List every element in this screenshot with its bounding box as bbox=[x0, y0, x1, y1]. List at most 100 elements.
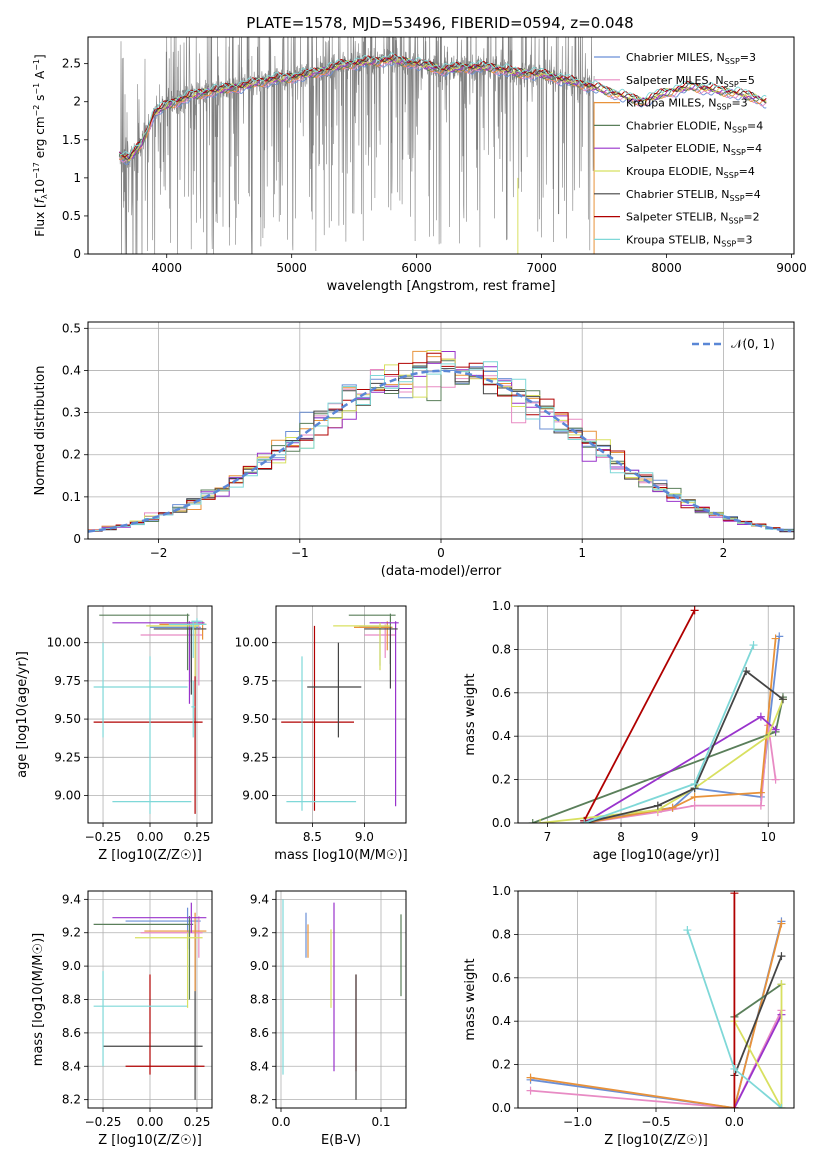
residual_histogram-y-axis-label: Normed distribution bbox=[33, 366, 48, 496]
mass_weight_vs_Z-y-tick-label: 0.6 bbox=[492, 971, 511, 985]
age_vs_mass-plot-area bbox=[281, 613, 399, 811]
model-spectrum-salpeter-stelib bbox=[118, 54, 767, 158]
spectrum-panel: 4000 5000 6000 7000 8000 9000 0 0.5 1 1.5 2 2.5 wave… bbox=[32, 36, 807, 294]
mass_vs_EBV-x-tick-label: 0.0 bbox=[271, 1115, 290, 1129]
chart-panels: 4000 5000 6000 7000 8000 9000 0 0.5 1 1.5 2 2.5 wave… bbox=[15, 36, 807, 1148]
residual_histogram-panel: −2 −1 0 1 2 0 0.1 0.2 0.3 0.4 0.5 (data-model)/erro… bbox=[33, 321, 795, 579]
residual_histogram-x-tick-label: −1 bbox=[291, 546, 309, 560]
weight-marker bbox=[764, 732, 773, 741]
weight-marker bbox=[749, 641, 758, 650]
age_vs_mass-y-tick-label: 9.75 bbox=[242, 674, 269, 688]
spectrum-x-axis-label: wavelength [Angstrom, rest frame] bbox=[327, 279, 556, 294]
weight-marker bbox=[526, 1086, 535, 1095]
spectrum-x-tick-label: 5000 bbox=[276, 261, 307, 275]
residual_histogram-plot-area bbox=[88, 350, 794, 534]
weight-marker bbox=[778, 695, 787, 704]
weight-marker bbox=[777, 1104, 786, 1108]
mass_weight_vs_Z-x-axis-label: Z [log10(Z/Z☉)] bbox=[604, 1133, 708, 1148]
spectrum-y-tick-label: 2.5 bbox=[62, 57, 81, 71]
mass_weight_vs_age-frame bbox=[517, 605, 795, 824]
weight-marker bbox=[777, 980, 786, 989]
age_vs_Z-y-tick-label: 9.50 bbox=[54, 712, 81, 726]
spectrum-x-tick-label: 8000 bbox=[651, 261, 682, 275]
weight-line bbox=[530, 923, 783, 1108]
legend-entry: Chabrier STELIB, NSSP=4 bbox=[626, 188, 761, 203]
mass_vs_Z-x-axis-label: Z [log10(Z/Z☉)] bbox=[98, 1133, 202, 1148]
mass_weight_vs_Z-x-tick-label: −0.5 bbox=[641, 1115, 670, 1129]
spectrum-x-tick-label: 6000 bbox=[401, 261, 432, 275]
mass_vs_Z-y-axis-label: mass [log10(M/M☉)] bbox=[31, 933, 46, 1066]
weight-marker bbox=[775, 632, 784, 641]
mass_vs_Z-y-tick-label: 9.0 bbox=[62, 959, 81, 973]
mass_vs_EBV-y-tick-label: 8.4 bbox=[250, 1059, 269, 1073]
weight-marker bbox=[528, 819, 537, 823]
mass_vs_EBV-grid bbox=[276, 891, 406, 1108]
mass_vs_EBV-y-tick-label: 8.6 bbox=[250, 1026, 269, 1040]
mass_weight_vs_age-y-tick-label: 0.4 bbox=[492, 729, 511, 743]
mass_vs_Z-frame bbox=[87, 890, 213, 1109]
age_vs_Z-x-tick-label: −0.25 bbox=[85, 830, 122, 844]
mass_weight_vs_Z-plot-area bbox=[526, 891, 786, 1108]
mass_vs_Z-x-tick-label: −0.25 bbox=[85, 1115, 122, 1129]
mass_weight_vs_Z-frame bbox=[517, 890, 795, 1109]
mass_vs_EBV-plot-area bbox=[282, 899, 402, 1100]
weight-marker bbox=[690, 779, 699, 788]
spectrum-y-tick-label: 1 bbox=[73, 171, 81, 185]
legend-entry: Kroupa ELODIE, NSSP=4 bbox=[626, 165, 755, 180]
mass_vs_EBV-x-axis-label: E(B-V) bbox=[321, 1133, 361, 1148]
mass_vs_Z-x-tick-label: 0.00 bbox=[137, 1115, 164, 1129]
age_vs_Z-y-tick-label: 9.75 bbox=[54, 674, 81, 688]
mass_weight_vs_age-y-tick-label: 0.6 bbox=[492, 686, 511, 700]
mass_vs_Z-y-tick-label: 8.2 bbox=[62, 1093, 81, 1107]
weight-marker bbox=[580, 819, 589, 823]
legend-entry: Chabrier MILES, NSSP=3 bbox=[626, 51, 756, 66]
legend-entry: Salpeter ELODIE, NSSP=4 bbox=[626, 142, 762, 157]
mass_vs_EBV-y-tick-label: 8.8 bbox=[250, 993, 269, 1007]
normal-curve bbox=[88, 369, 792, 533]
residual_histogram-y-tick-label: 0.4 bbox=[62, 363, 81, 377]
mass_weight_vs_age-y-axis-label: mass weight bbox=[463, 673, 478, 755]
mass_vs_EBV-x-tick-label: 0.1 bbox=[371, 1115, 390, 1129]
residual_histogram-x-tick-label: 2 bbox=[720, 546, 728, 560]
age_vs_mass-y-tick-label: 10.00 bbox=[235, 636, 269, 650]
age_vs_Z-x-axis-label: Z [log10(Z/Z☉)] bbox=[98, 848, 202, 863]
mass_vs_EBV-frame bbox=[275, 890, 407, 1109]
mass_vs_EBV-y-tick-label: 8.2 bbox=[250, 1093, 269, 1107]
weight-marker bbox=[771, 725, 780, 734]
weight-marker bbox=[771, 634, 780, 643]
spectrum-x-tick-label: 7000 bbox=[526, 261, 557, 275]
weight-marker bbox=[690, 606, 699, 615]
spectrum-y-tick-label: 0.5 bbox=[62, 209, 81, 223]
mass_weight_vs_Z-y-axis-label: mass weight bbox=[463, 958, 478, 1040]
weight-marker bbox=[683, 926, 692, 935]
residual_histogram-y-tick-label: 0.3 bbox=[62, 406, 81, 420]
mass_weight_vs_Z-y-tick-label: 0.8 bbox=[492, 927, 511, 941]
mass_weight_vs_Z-y-tick-label: 0.0 bbox=[492, 1101, 511, 1115]
mass_vs_EBV-y-tick-label: 9.4 bbox=[250, 892, 269, 906]
mass_vs_Z-y-tick-label: 8.4 bbox=[62, 1059, 81, 1073]
age_vs_mass-x-tick-label: 8.5 bbox=[303, 830, 322, 844]
age_vs_Z-plot-area bbox=[93, 613, 207, 814]
weight-marker bbox=[536, 819, 545, 823]
weight-marker bbox=[730, 1104, 739, 1108]
mass_vs_Z-plot-area bbox=[93, 902, 207, 1100]
residual_histogram-x-tick-label: 0 bbox=[437, 546, 445, 560]
mass_weight_vs_age-y-tick-label: 0.0 bbox=[492, 816, 511, 830]
spectrum-x-tick-label: 4000 bbox=[151, 261, 182, 275]
weight-line bbox=[530, 1010, 783, 1108]
mass_vs_EBV-y-tick-label: 9.2 bbox=[250, 926, 269, 940]
spectrum-y-axis-label: Flux [fλ10−17 erg cm−2 s−1 A−1] bbox=[32, 54, 49, 236]
legend-entry: Kroupa MILES, NSSP=3 bbox=[626, 97, 748, 112]
mass_weight_vs_age-panel: 7 8 9 10 0.0 0.2 0.4 0.6 0.8 1.0 age [log10(age/yr… bbox=[463, 599, 795, 863]
mass_weight_vs_age-y-tick-label: 0.8 bbox=[492, 642, 511, 656]
mass_weight_vs_age-y-tick-label: 0.2 bbox=[492, 773, 511, 787]
age_vs_Z-y-tick-label: 9.25 bbox=[54, 750, 81, 764]
legend-entry: Salpeter MILES, NSSP=5 bbox=[626, 74, 755, 89]
spectrum-y-tick-label: 0 bbox=[73, 247, 81, 261]
age_vs_mass-grid bbox=[276, 606, 406, 823]
mass_vs_Z-y-tick-label: 8.6 bbox=[62, 1026, 81, 1040]
model-spectrum-kroupa-miles bbox=[118, 58, 767, 161]
weight-marker bbox=[777, 919, 786, 928]
residual-hist-salpeter-miles bbox=[88, 369, 794, 534]
age_vs_mass-frame bbox=[275, 605, 407, 824]
